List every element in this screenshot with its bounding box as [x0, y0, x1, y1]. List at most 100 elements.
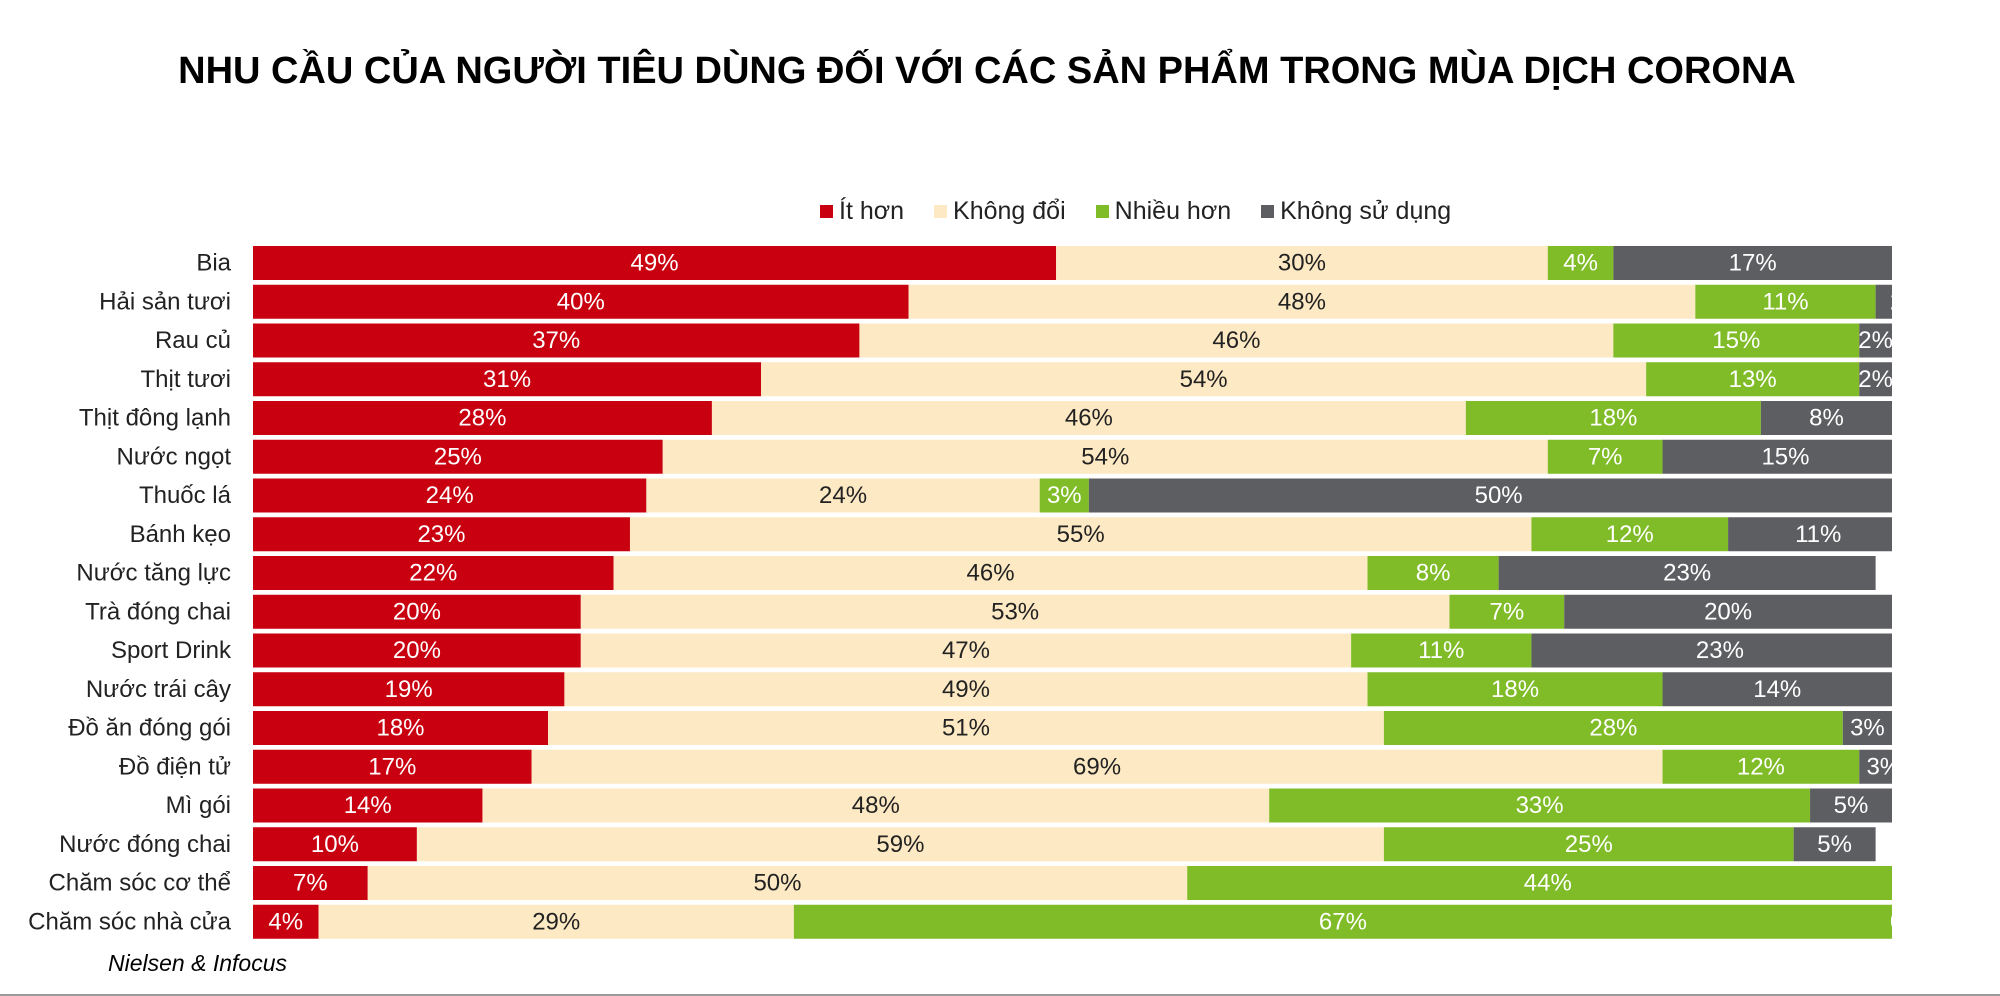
bar-segment	[1564, 594, 1892, 629]
data-label: 48%	[852, 792, 900, 819]
data-label: 20%	[393, 598, 441, 625]
bar-segment	[1465, 401, 1761, 435]
data-label: 46%	[967, 560, 1015, 587]
category-label: Hải sản tươi	[99, 288, 231, 315]
bar-segment	[662, 439, 1548, 474]
data-label: 8%	[1809, 405, 1844, 432]
bar-segment	[1187, 866, 1892, 900]
data-label: 49%	[631, 250, 679, 277]
data-label: 23%	[417, 521, 465, 548]
data-label: 8%	[1416, 560, 1451, 587]
data-label: 2%	[1858, 327, 1893, 354]
bar-segment	[1728, 517, 1892, 552]
category-label: Đồ ăn đóng gói	[68, 715, 231, 742]
data-label: 17%	[368, 753, 416, 780]
data-label: 17%	[1729, 250, 1777, 277]
category-label: Đồ điện tử	[119, 753, 231, 780]
data-label: 55%	[1057, 521, 1105, 548]
data-label: 14%	[1753, 676, 1801, 703]
data-label: 11%	[1795, 521, 1841, 548]
bar-segment	[580, 594, 1450, 629]
data-label: 3%	[1850, 715, 1885, 742]
bar-segment	[253, 439, 663, 474]
legend-item: Không sử dụng	[1261, 197, 1451, 226]
category-label: Sport Drink	[111, 637, 232, 664]
bar-segment	[1613, 323, 1860, 358]
data-label: 24%	[819, 482, 867, 509]
bar-segment	[1859, 362, 1892, 397]
bar-segment	[253, 827, 417, 862]
bar-segment	[1875, 284, 1892, 319]
legend-swatch	[934, 204, 948, 218]
bar-segment	[1662, 672, 1892, 707]
data-label: 69%	[1073, 753, 1121, 780]
data-label: 7%	[1489, 598, 1524, 625]
data-label: 46%	[1065, 405, 1113, 432]
bar-segment	[253, 866, 368, 900]
data-label: 48%	[1278, 288, 1326, 315]
chart-title: NHU CẦU CỦA NGƯỜI TIÊU DÙNG ĐỐI VỚI CÁC …	[178, 50, 1796, 92]
data-label: 29%	[532, 908, 580, 935]
bar-segment	[367, 866, 1188, 900]
legend-item: Không đổi	[934, 197, 1066, 226]
legend-label: Ít hơn	[839, 196, 905, 225]
bar-segment	[253, 672, 565, 707]
category-label: Nước đóng chai	[59, 831, 231, 858]
bar-segment	[1842, 711, 1892, 745]
data-label: 59%	[876, 831, 924, 858]
data-label: 40%	[557, 288, 605, 315]
data-label: 12%	[1737, 753, 1785, 780]
bar-segment	[253, 517, 630, 552]
data-label: 44%	[1524, 870, 1572, 897]
bar-segment	[318, 904, 794, 939]
bar-segment	[1449, 594, 1565, 629]
data-label: 67%	[1319, 908, 1367, 935]
bar-segment	[253, 284, 909, 319]
data-label: 49%	[942, 676, 990, 703]
bar-segment	[416, 827, 1384, 862]
data-label: 31%	[483, 366, 531, 393]
bar-segment	[564, 672, 1368, 707]
bar-segment	[1269, 788, 1811, 823]
bar-segment	[1039, 478, 1089, 513]
source-note: Nielsen & Infocus	[108, 950, 287, 976]
bar-segment	[1056, 246, 1548, 280]
bar-segment	[646, 478, 1040, 513]
bar-segment	[1695, 284, 1876, 319]
data-label: 2%	[1890, 288, 1925, 315]
data-label: 2%	[1858, 366, 1893, 393]
bar-segment	[1351, 633, 1532, 668]
bar-segment	[1531, 517, 1729, 552]
data-label: 20%	[393, 637, 441, 664]
bar-segment	[253, 556, 614, 590]
legend-item: Ít hơn	[820, 197, 904, 226]
data-label: 50%	[753, 870, 801, 897]
bar-segment	[253, 711, 549, 745]
bar-segment	[253, 478, 647, 513]
category-label: Nước tăng lực	[76, 560, 231, 587]
bar-segment	[859, 323, 1614, 358]
data-label: 54%	[1180, 366, 1228, 393]
data-label: 11%	[1762, 288, 1808, 315]
data-label: 4%	[1563, 250, 1598, 277]
category-label: Mì gói	[166, 792, 231, 819]
category-label: Chăm sóc nhà cửa	[28, 908, 231, 935]
data-label: 11%	[1418, 637, 1464, 664]
legend-label: Không sử dụng	[1280, 196, 1452, 225]
data-label: 3%	[1866, 753, 1901, 780]
bar-segment	[629, 517, 1532, 552]
bar-segment	[1760, 401, 1892, 435]
legend: Ít hơn Không đổi Nhiều hơn Không sử dụng	[820, 193, 1481, 229]
category-label: Thịt đông lạnh	[79, 405, 231, 432]
data-label: 14%	[344, 792, 392, 819]
legend-swatch	[1095, 204, 1109, 218]
bar-segment	[482, 788, 1270, 823]
data-label: 15%	[1761, 443, 1809, 470]
legend-swatch	[1261, 204, 1275, 218]
data-label: 23%	[1663, 560, 1711, 587]
legend-swatch	[820, 204, 833, 218]
data-label: 33%	[1516, 792, 1564, 819]
data-label: 50%	[1475, 482, 1523, 509]
bar-segment	[793, 904, 1892, 939]
